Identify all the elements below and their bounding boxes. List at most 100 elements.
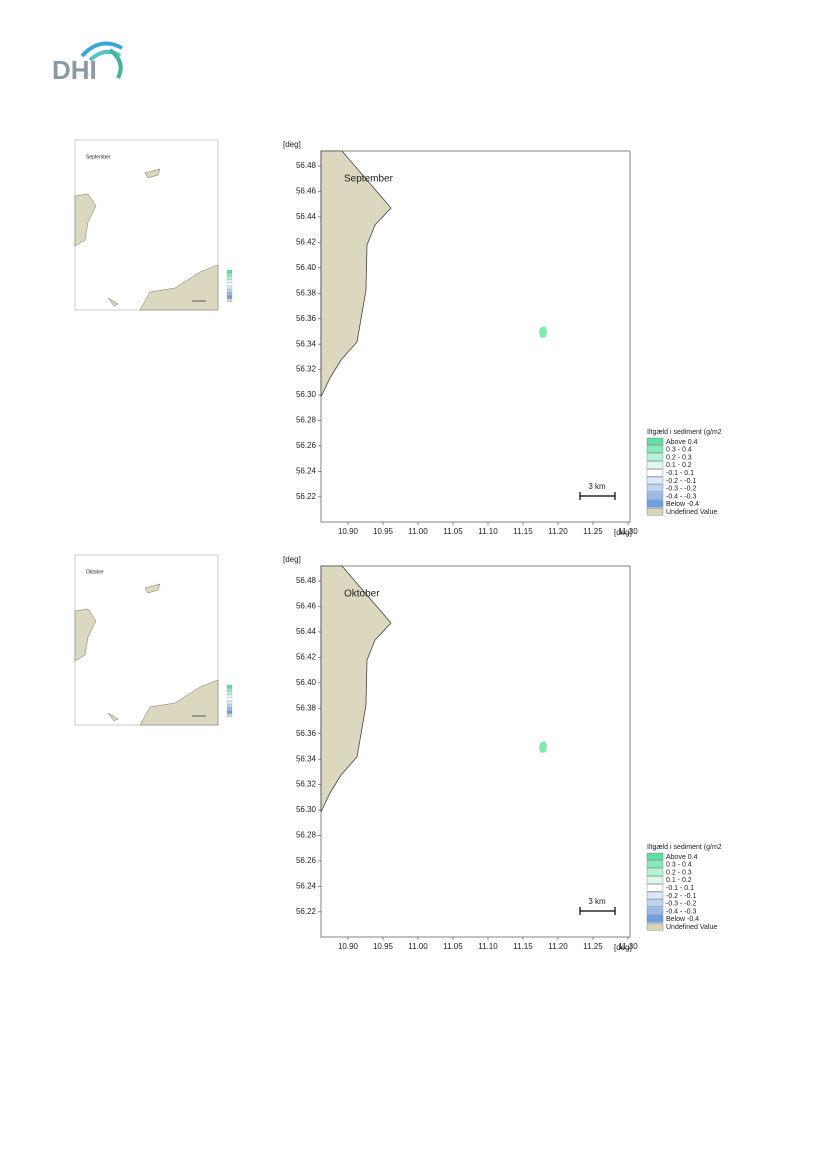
x-tick-label: 11.05 (443, 942, 463, 951)
legend-label: 0.3 - 0.4 (666, 862, 692, 869)
y-tick-label: 56.24 (296, 467, 317, 476)
thumb-legend-swatch (226, 694, 233, 698)
thumb-legend-swatch (226, 276, 233, 280)
thumb-land (144, 583, 161, 594)
legend-label: -0.2 - -0.1 (666, 893, 696, 900)
y-unit: [deg] (283, 555, 301, 564)
thumb-legend-swatch (226, 700, 233, 705)
legend-label: Below -0.4 (666, 916, 699, 923)
y-tick-label: 56.30 (296, 805, 317, 814)
legend-swatch (646, 884, 664, 892)
y-tick-label: 56.28 (296, 416, 317, 425)
y-tick-label: 56.22 (296, 907, 317, 916)
oxygen-patch (539, 741, 547, 753)
thumb-land (74, 608, 97, 662)
legend-label: 0.1 - 0.2 (666, 877, 692, 884)
y-tick-label: 56.24 (296, 882, 317, 891)
legend-label: 0.3 - 0.4 (666, 447, 692, 454)
thumb-legend-swatch (226, 289, 233, 293)
y-tick-label: 56.32 (296, 365, 317, 374)
scalebar (579, 907, 616, 915)
x-tick-label: 11.30 (618, 527, 638, 536)
y-tick-label: 56.30 (296, 390, 317, 399)
legend-label: 0.2 - 0.3 (666, 454, 692, 461)
legend-label: -0.1 - 0.1 (666, 885, 694, 892)
legend-label: Below -0.4 (666, 501, 699, 508)
thumb-legend-swatch (226, 273, 233, 277)
legend-label: 0.2 - 0.3 (666, 869, 692, 876)
thumb-legend-swatch (226, 298, 233, 302)
legend-swatch (646, 476, 664, 485)
thumb-legend-swatch (226, 279, 233, 283)
legend-swatch (646, 500, 664, 508)
y-tick-label: 56.22 (296, 492, 317, 501)
y-tick-label: 56.36 (296, 729, 317, 738)
legend-label: Above 0.4 (666, 439, 698, 446)
y-tick-label: 56.26 (296, 441, 317, 450)
x-tick-label: 10.90 (338, 527, 359, 536)
y-tick-label: 56.36 (296, 314, 317, 323)
y-tick-label: 56.46 (296, 602, 317, 611)
y-unit: [deg] (283, 140, 301, 149)
legend-label: -0.2 - -0.1 (666, 478, 696, 485)
x-tick-label: 10.95 (373, 527, 394, 536)
legend-swatch (646, 445, 664, 453)
y-tick-label: 56.38 (296, 703, 317, 712)
legend-swatch (646, 852, 664, 861)
map-title: September (344, 174, 394, 185)
legend-label: -0.3 - -0.2 (666, 486, 696, 493)
logo-text: DHI (52, 55, 97, 85)
thumb-title: September (86, 154, 111, 160)
scalebar-label: 3 km (588, 482, 606, 491)
x-tick-label: 11.30 (618, 942, 638, 951)
y-tick-label: 56.34 (296, 339, 317, 348)
legend-label: -0.3 - -0.2 (666, 901, 696, 908)
legend-swatch (646, 923, 664, 931)
legend-swatch (646, 461, 664, 469)
x-tick-label: 11.25 (583, 527, 603, 536)
legend-swatch (646, 484, 664, 492)
legend-label: 0.1 - 0.2 (666, 462, 692, 469)
x-tick-label: 10.95 (373, 942, 394, 951)
y-tick-label: 56.44 (296, 212, 317, 221)
scalebar-label: 3 km (588, 897, 606, 906)
legend-swatch (646, 453, 664, 461)
x-tick-label: 11.05 (443, 527, 463, 536)
thumb-legend-swatch (226, 285, 233, 290)
y-tick-label: 56.26 (296, 856, 317, 865)
legend-swatch (646, 907, 664, 915)
x-tick-label: 11.15 (513, 942, 533, 951)
thumb-legend-swatch (226, 282, 233, 286)
x-tick-label: 11.10 (478, 942, 498, 951)
thumbnail: Oktober (74, 554, 233, 726)
y-tick-label: 56.32 (296, 780, 317, 789)
thumb-legend-swatch (226, 713, 233, 717)
legend-label: -0.4 - -0.3 (666, 908, 696, 915)
legend-swatch (646, 508, 664, 516)
legend-swatch (646, 876, 664, 884)
thumb-land (144, 168, 161, 179)
legend-swatch (646, 899, 664, 907)
legend-label: -0.1 - 0.1 (666, 470, 694, 477)
x-tick-label: 11.15 (513, 527, 533, 536)
legend-swatch (646, 492, 664, 500)
legend-swatch (646, 860, 664, 868)
y-tick-label: 56.28 (296, 831, 317, 840)
legend-title: Iltgæld i sediment (g/m2 (647, 844, 722, 851)
legend-swatch (646, 868, 664, 876)
map-title: Oktober (344, 589, 380, 600)
thumb-legend-swatch (226, 295, 233, 299)
oxygen-patch (539, 326, 547, 338)
legend-swatch (646, 469, 664, 477)
y-tick-label: 56.34 (296, 754, 317, 763)
thumb-legend-swatch (226, 707, 233, 711)
scalebar (579, 492, 616, 500)
y-tick-label: 56.38 (296, 288, 317, 297)
x-unit: [deg] (614, 528, 632, 537)
legend-label: Undefined Value (666, 509, 717, 516)
thumb-land (107, 297, 119, 307)
y-tick-label: 56.40 (296, 263, 317, 272)
land (320, 565, 392, 813)
legend-swatch (646, 891, 664, 900)
